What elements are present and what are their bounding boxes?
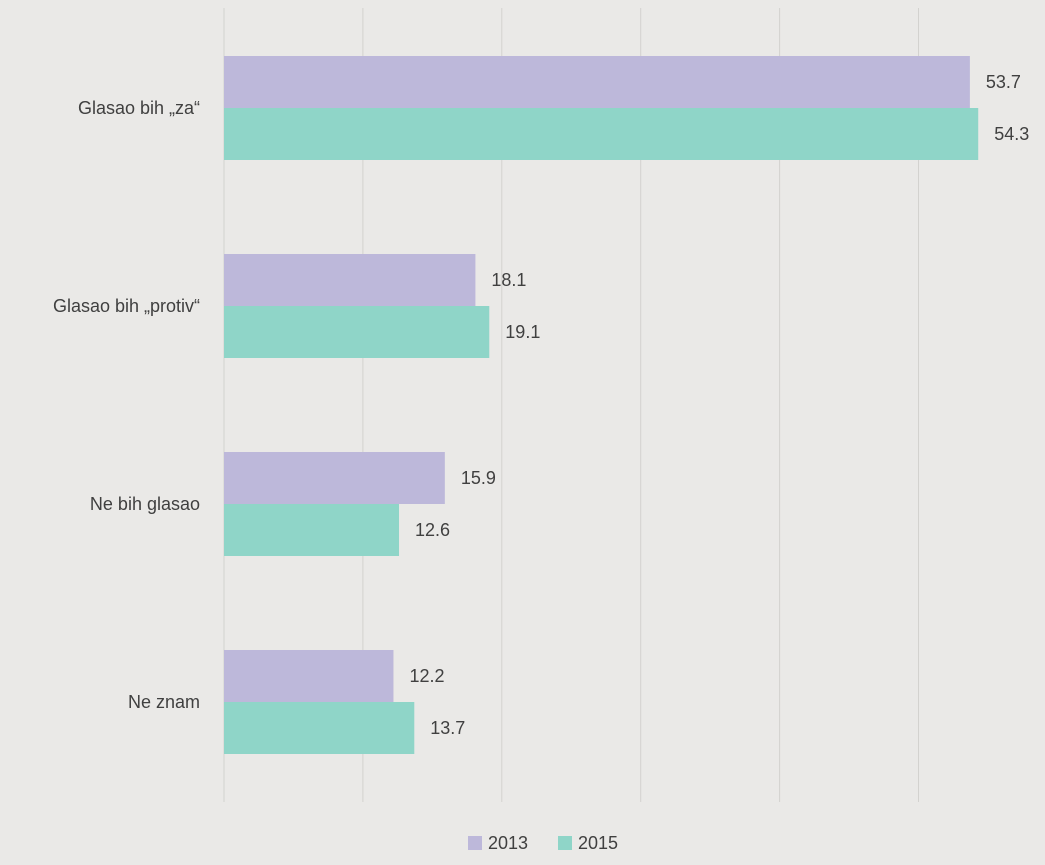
category-label: Ne znam [128, 692, 200, 712]
category-labels: Glasao bih „za“ Glasao bih „protiv“ Ne bih… [53, 98, 200, 712]
legend-label-2013: 2013 [488, 833, 528, 853]
bar-2015 [224, 504, 400, 556]
bar-2013 [224, 56, 970, 108]
bar-2015 [224, 108, 979, 160]
data-label: 54.3 [994, 124, 1029, 144]
bar-2013 [224, 452, 445, 504]
value-labels: 53.7 54.3 18.1 19.1 15.9 12.6 12.2 13.7 [409, 72, 1029, 738]
legend-swatch-2013 [468, 836, 482, 850]
legend: 2013 2015 [468, 833, 618, 853]
data-label: 53.7 [986, 72, 1021, 92]
bar-2015 [224, 306, 490, 358]
category-label: Ne bih glasao [90, 494, 200, 514]
data-label: 18.1 [491, 270, 526, 290]
bar-2013 [224, 650, 394, 702]
bar-2013 [224, 254, 476, 306]
category-label: Glasao bih „protiv“ [53, 296, 200, 316]
data-label: 13.7 [430, 718, 465, 738]
data-label: 19.1 [505, 322, 540, 342]
data-label: 15.9 [461, 468, 496, 488]
legend-swatch-2015 [558, 836, 572, 850]
category-label: Glasao bih „za“ [78, 98, 200, 118]
legend-label-2015: 2015 [578, 833, 618, 853]
bar-2015 [224, 702, 415, 754]
data-label: 12.2 [409, 666, 444, 686]
bars [224, 56, 979, 754]
data-label: 12.6 [415, 520, 450, 540]
